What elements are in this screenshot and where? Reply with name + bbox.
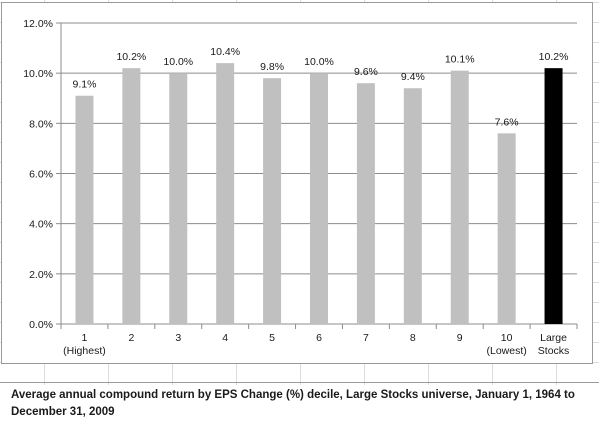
data-label: 9.4%: [401, 71, 425, 83]
y-tick-label: 8.0%: [29, 118, 53, 130]
data-label: 10.2%: [116, 51, 146, 63]
bar: [263, 78, 282, 324]
data-label: 9.8%: [260, 61, 284, 73]
bar: [544, 68, 563, 325]
x-tick-label: 1: [82, 332, 88, 344]
bar: [450, 70, 469, 325]
x-tick-label: Large: [540, 332, 567, 344]
bar: [403, 88, 422, 324]
y-tick-label: 4.0%: [29, 219, 53, 231]
x-tick-label: 2: [128, 332, 134, 344]
data-label: 10.2%: [539, 51, 569, 63]
bar: [216, 63, 235, 325]
bar: [356, 83, 375, 324]
data-label: 10.1%: [445, 54, 475, 66]
y-tick-label: 0.0%: [29, 319, 53, 331]
y-tick-label: 12.0%: [23, 18, 53, 30]
y-tick-label: 10.0%: [23, 68, 53, 80]
chart-area: 0.0% 2.0% 4.0% 6.0% 8.0% 10.0% 12.0% 9.1% 1 (High…: [1, 2, 593, 364]
bar: [122, 68, 141, 325]
x-tick-label: 3: [175, 332, 181, 344]
bar-chart: 0.0% 2.0% 4.0% 6.0% 8.0% 10.0% 12.0% 9.1% 1(High…: [23, 18, 578, 357]
y-tick-label: 2.0%: [29, 269, 53, 281]
x-tick-label: 8: [410, 332, 416, 344]
chart-caption: Average annual compound return by EPS Ch…: [11, 389, 575, 418]
bar: [497, 133, 516, 324]
data-label: 10.4%: [210, 46, 240, 58]
data-label: 9.6%: [354, 66, 378, 78]
x-tick-label: Stocks: [538, 345, 570, 357]
x-tick-label: 5: [269, 332, 275, 344]
x-tick-label: (Highest): [63, 345, 106, 357]
data-label: 9.1%: [72, 79, 96, 91]
data-label: 7.6%: [495, 116, 519, 128]
bar: [169, 73, 188, 325]
x-tick-label: 10: [501, 332, 513, 344]
x-tick-label: 4: [222, 332, 228, 344]
data-label: 10.0%: [304, 56, 334, 68]
y-tick-label: 6.0%: [29, 169, 53, 181]
bar: [75, 95, 94, 324]
data-label: 10.0%: [163, 56, 193, 68]
x-tick-label: (Lowest): [487, 345, 527, 357]
bar: [310, 73, 328, 325]
x-tick-label: 9: [457, 332, 463, 344]
x-tick-label: 6: [316, 332, 322, 344]
caption-divider: [0, 382, 599, 383]
x-tick-label: 7: [363, 332, 369, 344]
